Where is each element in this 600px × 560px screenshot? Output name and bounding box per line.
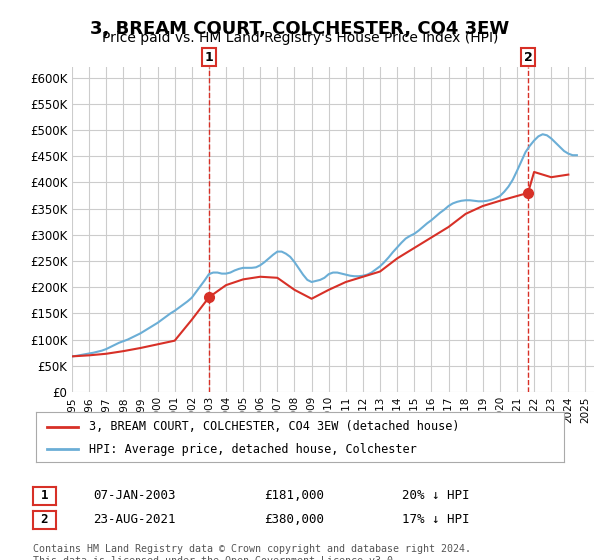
Text: Price paid vs. HM Land Registry's House Price Index (HPI): Price paid vs. HM Land Registry's House … [102, 31, 498, 45]
Text: 2: 2 [524, 51, 532, 64]
Text: 17% ↓ HPI: 17% ↓ HPI [402, 513, 470, 526]
Text: 07-JAN-2003: 07-JAN-2003 [93, 489, 176, 502]
Text: 2: 2 [41, 513, 48, 526]
Text: 1: 1 [205, 51, 214, 64]
Text: £380,000: £380,000 [264, 513, 324, 526]
Text: Contains HM Land Registry data © Crown copyright and database right 2024.
This d: Contains HM Land Registry data © Crown c… [33, 544, 471, 560]
Text: 3, BREAM COURT, COLCHESTER, CO4 3EW (detached house): 3, BREAM COURT, COLCHESTER, CO4 3EW (det… [89, 420, 460, 433]
Text: HPI: Average price, detached house, Colchester: HPI: Average price, detached house, Colc… [89, 443, 416, 456]
Text: £181,000: £181,000 [264, 489, 324, 502]
Text: 1: 1 [41, 489, 48, 502]
Text: 3, BREAM COURT, COLCHESTER, CO4 3EW: 3, BREAM COURT, COLCHESTER, CO4 3EW [91, 20, 509, 38]
Text: 23-AUG-2021: 23-AUG-2021 [93, 513, 176, 526]
Text: 20% ↓ HPI: 20% ↓ HPI [402, 489, 470, 502]
